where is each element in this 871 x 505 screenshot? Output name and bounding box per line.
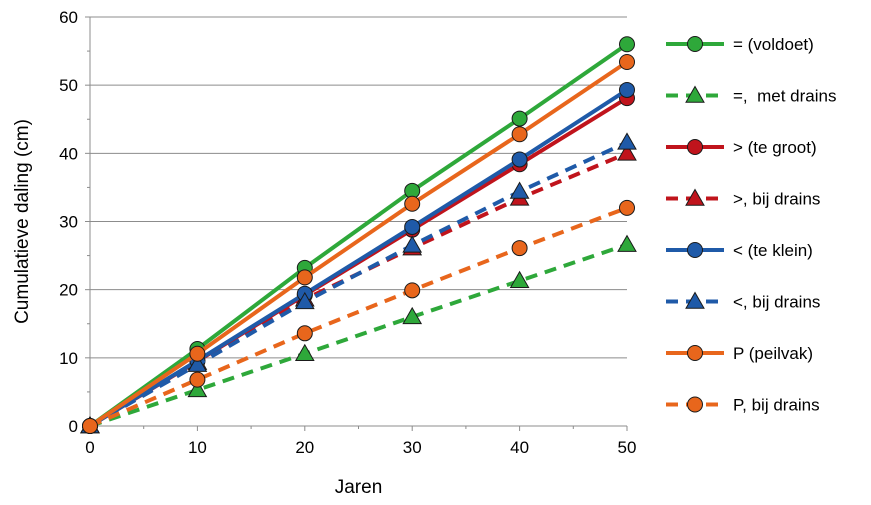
x-tick-label: 20 [295, 438, 314, 457]
legend-marker [685, 188, 705, 206]
series-line [89, 242, 628, 428]
data-point [294, 291, 315, 310]
data-point [619, 53, 635, 70]
series-line [89, 140, 628, 428]
legend-label: = (voldoet) [733, 35, 814, 54]
x-tick-label: 30 [403, 438, 422, 457]
legend-item: P (peilvak) [666, 344, 813, 363]
y-tick-label: 20 [59, 281, 78, 300]
data-point [402, 306, 423, 325]
legend-label: >, bij drains [733, 190, 820, 209]
legend-marker [687, 242, 703, 258]
axes: 0 10 20 30 40 50 60 0 10 20 30 40 50 [59, 8, 636, 457]
data-point [296, 325, 313, 342]
legend-label: <, bij drains [733, 293, 820, 312]
legend-label: =, met drains [733, 87, 836, 106]
legend-item: = (voldoet) [666, 35, 814, 54]
legend-label: P, bij drains [733, 396, 820, 415]
gridlines [90, 16, 627, 359]
y-tick-label: 40 [59, 144, 78, 163]
legend-marker [687, 139, 703, 155]
legend-item: =, met drains [666, 85, 836, 106]
y-tick-label: 60 [59, 8, 78, 27]
data-point [617, 132, 637, 150]
legend-marker [685, 85, 705, 103]
data-point [187, 379, 208, 398]
data-point [402, 235, 423, 253]
y-tick-label: 50 [59, 76, 78, 95]
data-point [511, 110, 528, 127]
data-point [404, 218, 421, 235]
y-tick-label: 10 [59, 349, 78, 368]
series-line [88, 60, 629, 428]
data-point [189, 345, 206, 362]
series-3 [80, 143, 637, 434]
data-point [511, 151, 528, 168]
x-tick-label: 40 [510, 438, 529, 457]
y-tick-label: 30 [59, 213, 78, 232]
legend-label: > (te groot) [733, 138, 817, 157]
data-point [511, 240, 528, 257]
legend-item: P, bij drains [666, 396, 820, 415]
data-point [404, 282, 421, 299]
series-line [88, 42, 629, 428]
x-tick-label: 10 [188, 438, 207, 457]
legend-item: <, bij drains [666, 291, 820, 312]
data-point [294, 343, 315, 361]
y-axis-title: Cumulatieve daling (cm) [12, 119, 33, 324]
data-point [511, 126, 528, 143]
legend-marker [687, 345, 703, 361]
series-6 [82, 53, 635, 434]
series-line [89, 206, 628, 428]
data-point [617, 234, 637, 252]
x-axis-title: Jaren [335, 477, 383, 498]
data-point [82, 418, 98, 434]
data-point [617, 143, 637, 161]
legend-item: >, bij drains [666, 188, 820, 209]
x-tick-label: 50 [618, 438, 637, 457]
x-tick-label: 0 [85, 438, 94, 457]
series-5 [80, 132, 637, 434]
legend-item: < (te klein) [666, 241, 813, 260]
series-1 [80, 234, 637, 434]
legend-marker [687, 36, 703, 52]
data-point [619, 199, 635, 216]
series-group [80, 36, 637, 434]
legend: = (voldoet) =, met drains > (te groot) >, b… [666, 35, 836, 415]
data-point [189, 371, 206, 388]
data-point [509, 181, 530, 199]
legend-item: > (te groot) [666, 138, 817, 157]
y-tick-label: 0 [69, 417, 78, 436]
legend-marker [685, 291, 705, 309]
legend-marker [687, 396, 703, 413]
data-point [187, 354, 208, 372]
legend-label: < (te klein) [733, 241, 813, 260]
data-point [509, 270, 530, 289]
series-7 [82, 199, 635, 434]
data-point [404, 195, 421, 212]
data-point [619, 81, 635, 98]
series-line [88, 88, 629, 428]
legend-label: P (peilvak) [733, 344, 813, 363]
data-point [296, 269, 313, 286]
data-point [619, 36, 635, 53]
